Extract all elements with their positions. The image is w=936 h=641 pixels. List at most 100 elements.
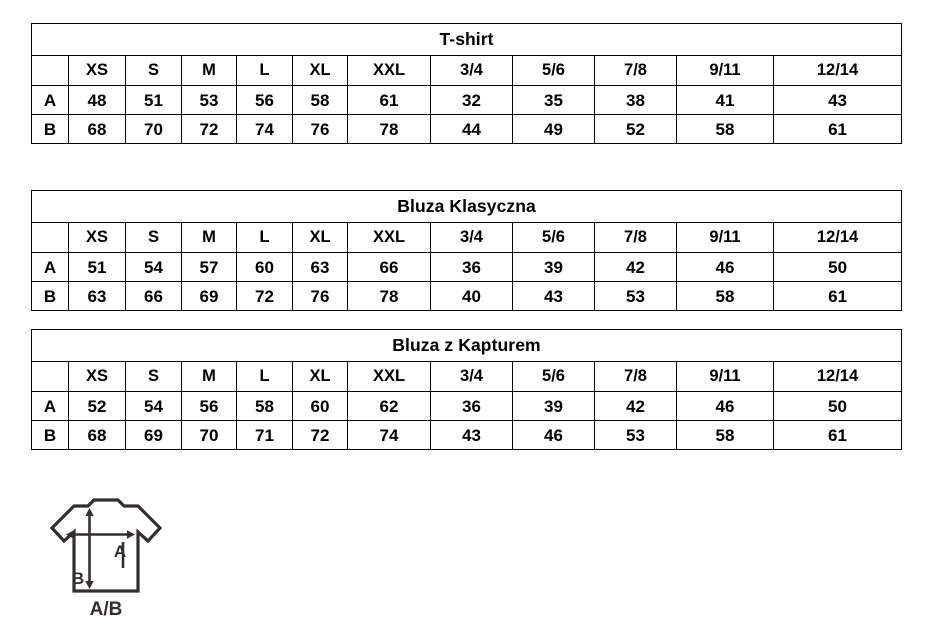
- table-title: T-shirt: [30, 23, 903, 56]
- cell-a-s: 51: [125, 85, 182, 115]
- tshirt-outline-icon: [49, 498, 163, 593]
- cell-a-l: 60: [236, 252, 293, 282]
- size-table-bluza-klasyczna: Bluza Klasyczna XS S M L XL XXL 3/4 5/6 …: [30, 190, 903, 311]
- cell-a-xl: 58: [292, 85, 348, 115]
- cell-a-3-4: 36: [430, 252, 513, 282]
- cell-b-5-6: 43: [512, 281, 595, 311]
- column-header-xs: XS: [68, 222, 126, 253]
- row-label-a: A: [31, 85, 69, 115]
- cell-b-xl: 72: [292, 420, 348, 450]
- row-label-a: A: [31, 391, 69, 421]
- cell-b-7-8: 52: [594, 114, 677, 144]
- table-header-row: XS S M L XL XXL 3/4 5/6 7/8 9/11 12/14: [31, 55, 903, 86]
- column-header-l: L: [236, 222, 293, 253]
- cell-a-xxl: 62: [347, 391, 431, 421]
- cell-a-3-4: 36: [430, 391, 513, 421]
- cell-b-l: 71: [236, 420, 293, 450]
- corner-header: [31, 55, 69, 86]
- table-title: Bluza Klasyczna: [30, 190, 903, 223]
- t-shirt-measurement-diagram: A B A/B: [44, 494, 168, 620]
- column-header-3-4: 3/4: [430, 55, 513, 86]
- row-label-a: A: [31, 252, 69, 282]
- cell-b-m: 72: [181, 114, 237, 144]
- cell-a-xs: 51: [68, 252, 126, 282]
- cell-b-xxl: 74: [347, 420, 431, 450]
- cell-b-3-4: 44: [430, 114, 513, 144]
- table-row: B 68 69 70 71 72 74 43 46 53 58 61: [31, 420, 902, 450]
- cell-b-xl: 76: [292, 114, 348, 144]
- cell-b-5-6: 49: [512, 114, 595, 144]
- table-row: B 68 70 72 74 76 78 44 49 52 58 61: [31, 114, 903, 144]
- column-header-xs: XS: [68, 361, 126, 392]
- cell-a-l: 58: [236, 391, 293, 421]
- cell-b-m: 70: [181, 420, 237, 450]
- cell-a-xl: 63: [292, 252, 348, 282]
- cell-b-9-11: 58: [676, 281, 774, 311]
- row-label-b: B: [31, 281, 69, 311]
- column-header-12-14: 12/14: [773, 361, 902, 392]
- arrowhead-down: [85, 581, 94, 589]
- arrowhead-left: [66, 530, 74, 539]
- cell-b-xxl: 78: [347, 114, 431, 144]
- table-header-row: XS S M L XL XXL 3/4 5/6 7/8 9/11 12/14: [31, 222, 903, 253]
- cell-b-s: 70: [125, 114, 182, 144]
- column-header-5-6: 5/6: [512, 55, 595, 86]
- table-row: A 51 54 57 60 63 66 36 39 42 46 50: [31, 252, 903, 282]
- row-label-b: B: [31, 420, 69, 450]
- column-header-m: M: [181, 222, 237, 253]
- cell-b-s: 69: [125, 420, 182, 450]
- size-table-bluza-z-kapturem: Bluza z Kapturem XS S M L XL XXL 3/4 5/6…: [31, 329, 902, 450]
- cell-a-m: 56: [181, 391, 237, 421]
- cell-b-12-14: 61: [773, 420, 902, 450]
- cell-b-12-14: 61: [772, 114, 903, 144]
- table-row: B 63 66 69 72 76 78 40 43 53 58 61: [31, 281, 903, 311]
- column-header-12-14: 12/14: [772, 55, 903, 86]
- cell-a-xl: 60: [292, 391, 348, 421]
- column-header-xxl: XXL: [347, 55, 431, 86]
- column-header-xxl: XXL: [347, 222, 431, 253]
- cell-b-l: 72: [236, 281, 293, 311]
- cell-a-s: 54: [125, 252, 182, 282]
- cell-b-m: 69: [181, 281, 237, 311]
- column-header-xl: XL: [292, 222, 348, 253]
- column-header-7-8: 7/8: [594, 222, 677, 253]
- row-label-b: B: [31, 114, 69, 144]
- cell-b-xs: 68: [68, 420, 126, 450]
- column-header-9-11: 9/11: [676, 222, 774, 253]
- table-row: A 52 54 56 58 60 62 36 39 42 46 50: [31, 391, 902, 421]
- arrowhead-right: [127, 530, 135, 539]
- cell-a-12-14: 43: [772, 85, 903, 115]
- cell-a-5-6: 39: [512, 252, 595, 282]
- cell-b-7-8: 53: [594, 420, 677, 450]
- cell-b-9-11: 58: [676, 420, 774, 450]
- column-header-xl: XL: [292, 361, 348, 392]
- cell-b-xs: 68: [68, 114, 126, 144]
- table-header-row: XS S M L XL XXL 3/4 5/6 7/8 9/11 12/14: [31, 361, 902, 392]
- cell-b-7-8: 53: [594, 281, 677, 311]
- cell-b-xl: 76: [292, 281, 348, 311]
- cell-a-7-8: 42: [594, 391, 677, 421]
- cell-b-12-14: 61: [772, 281, 903, 311]
- cell-b-xs: 63: [68, 281, 126, 311]
- table-title-row: Bluza z Kapturem: [31, 329, 902, 362]
- column-header-m: M: [181, 361, 237, 392]
- cell-b-5-6: 46: [512, 420, 595, 450]
- column-header-s: S: [125, 361, 182, 392]
- cell-a-7-8: 42: [594, 252, 677, 282]
- diagram-caption: A/B: [90, 599, 123, 620]
- column-header-s: S: [125, 55, 182, 86]
- column-header-m: M: [181, 55, 237, 86]
- cell-a-xxl: 66: [347, 252, 431, 282]
- column-header-s: S: [125, 222, 182, 253]
- label-b: B: [72, 569, 84, 588]
- column-header-12-14: 12/14: [772, 222, 903, 253]
- cell-b-l: 74: [236, 114, 293, 144]
- column-header-9-11: 9/11: [676, 55, 774, 86]
- column-header-9-11: 9/11: [676, 361, 774, 392]
- cell-a-9-11: 46: [676, 391, 774, 421]
- cell-a-l: 56: [236, 85, 293, 115]
- cell-b-3-4: 43: [430, 420, 513, 450]
- cell-a-3-4: 32: [430, 85, 513, 115]
- cell-a-xs: 52: [68, 391, 126, 421]
- size-table-tshirt: T-shirt XS S M L XL XXL 3/4 5/6 7/8 9/11…: [30, 23, 903, 144]
